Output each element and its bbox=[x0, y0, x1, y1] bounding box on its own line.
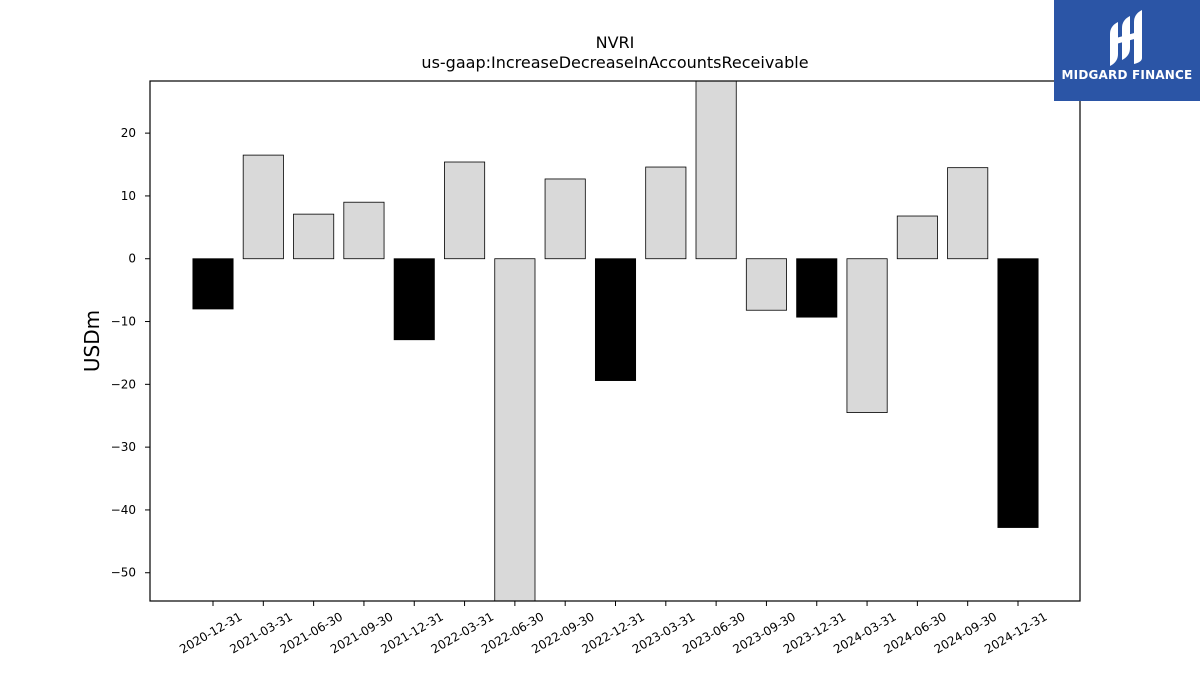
bar-2021-09-30 bbox=[343, 201, 385, 260]
bar-2024-03-31 bbox=[846, 258, 888, 413]
bar-2020-12-31 bbox=[192, 258, 234, 310]
bar-2024-06-30 bbox=[896, 215, 938, 260]
brand-logo: MIDGARD FINANCE bbox=[1054, 0, 1200, 101]
bar-2024-12-31 bbox=[997, 258, 1039, 528]
bar-2024-09-30 bbox=[947, 167, 989, 260]
brand-name: MIDGARD FINANCE bbox=[1061, 68, 1193, 82]
y-tick-label: 0 bbox=[128, 252, 136, 266]
bar-2022-09-30 bbox=[544, 178, 586, 260]
bars-group bbox=[192, 80, 1039, 602]
y-axis-label: USDm bbox=[80, 310, 104, 372]
bar-2021-03-31 bbox=[242, 154, 284, 260]
bar-2023-06-30 bbox=[695, 80, 737, 260]
bar-2021-12-31 bbox=[393, 258, 435, 341]
bar-2023-12-31 bbox=[796, 258, 838, 318]
bar-2022-12-31 bbox=[594, 258, 637, 381]
bar-2022-03-31 bbox=[444, 161, 486, 260]
midgard-logo-icon bbox=[1110, 10, 1142, 66]
bar-2022-06-30 bbox=[494, 258, 536, 602]
y-tick-label: −40 bbox=[111, 503, 136, 517]
plot-frame bbox=[149, 80, 1081, 602]
chart-subtitle: us-gaap:IncreaseDecreaseInAccountsReceiv… bbox=[421, 53, 808, 72]
bar-2023-03-31 bbox=[645, 166, 687, 260]
y-tick-label: −50 bbox=[111, 566, 136, 580]
y-ticks-group: 20 10 0 −10 −20 −30 −40 −50 bbox=[111, 126, 150, 580]
y-tick-label: 10 bbox=[121, 189, 136, 203]
y-tick-label: −20 bbox=[111, 377, 136, 391]
y-tick-label: −10 bbox=[111, 315, 136, 329]
bar-2021-06-30 bbox=[293, 213, 335, 260]
bar-2023-09-30 bbox=[745, 258, 787, 311]
chart-title: NVRI bbox=[596, 33, 635, 52]
y-tick-label: 20 bbox=[121, 126, 136, 140]
x-ticks-group: 2020-12-312021-03-312021-06-302021-09-30… bbox=[177, 601, 1050, 656]
y-tick-label: −30 bbox=[111, 440, 136, 454]
